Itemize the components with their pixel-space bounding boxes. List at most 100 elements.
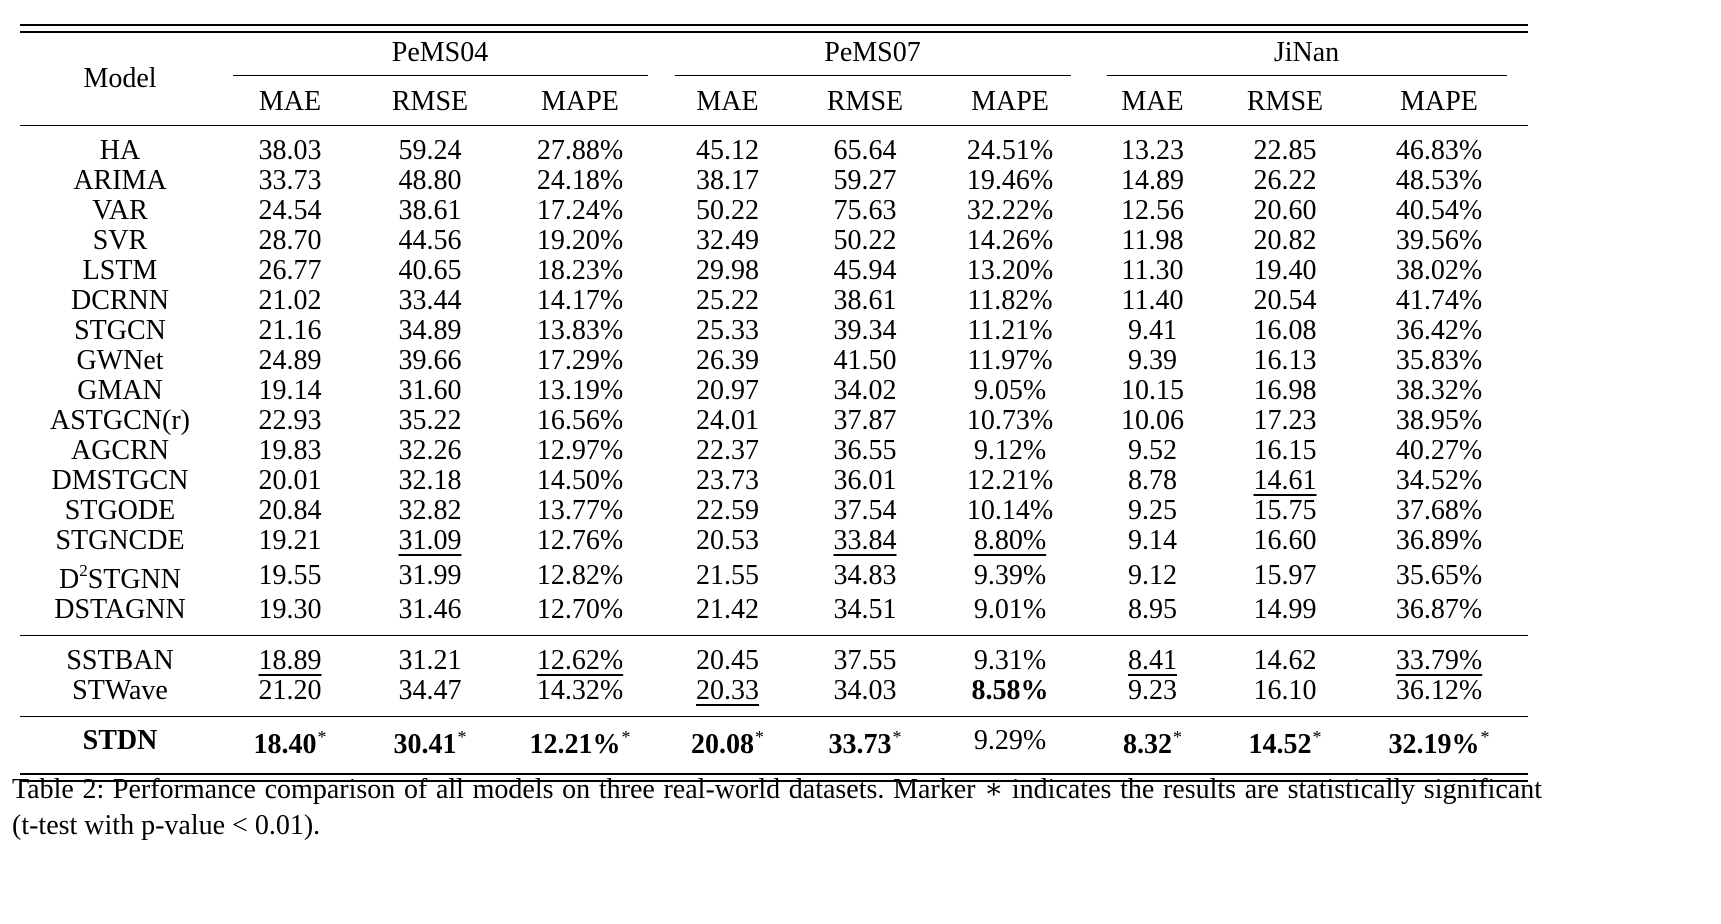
metric-value: 24.54 bbox=[258, 195, 322, 226]
metric-cell: 31.99 bbox=[360, 556, 500, 595]
model-name: GWNet bbox=[76, 345, 164, 376]
metric-value: 30.41 bbox=[393, 729, 457, 760]
metric-value: 12.21% bbox=[529, 729, 621, 760]
model-name: STDN bbox=[82, 725, 158, 756]
dataset-header-pems04: PeMS04 bbox=[220, 33, 660, 79]
metric-value: 11.21% bbox=[967, 315, 1053, 346]
dataset-header-row: Model PeMS04 PeMS07 JiNan bbox=[20, 33, 1528, 94]
table-body: HA 38.03 59.24 27.88% 45.12 65.64 24.51% 13.23 2… bbox=[20, 125, 1528, 773]
metric-value: 22.85 bbox=[1253, 135, 1317, 166]
table-row: AGCRN 19.83 32.26 12.97% 22.37 36.55 9.12% 9.52… bbox=[20, 436, 1528, 466]
model-name: DSTAGNN bbox=[54, 594, 186, 625]
metric-cell: 12.56 bbox=[1085, 196, 1220, 226]
model-name-cell: VAR bbox=[20, 196, 220, 226]
metric-cell: 8.58% bbox=[935, 676, 1085, 717]
model-name-cell: LSTM bbox=[20, 256, 220, 286]
metric-cell: 34.02 bbox=[795, 376, 935, 406]
model-name-cell: HA bbox=[20, 125, 220, 166]
metric-cell: 21.20 bbox=[220, 676, 360, 717]
significance-star: * bbox=[457, 727, 467, 747]
metric-value: 12.97% bbox=[536, 435, 624, 466]
metric-value: 34.47 bbox=[398, 675, 462, 706]
metric-cell: 8.32* bbox=[1085, 716, 1220, 773]
metric-value: 20.82 bbox=[1253, 225, 1317, 256]
metric-value: 19.20% bbox=[536, 225, 624, 256]
metric-value: 36.87% bbox=[1395, 594, 1483, 625]
metric-value: 16.56% bbox=[536, 405, 624, 436]
metric-cell: 11.21% bbox=[935, 316, 1085, 346]
metric-value: 21.20 bbox=[258, 675, 322, 706]
metric-cell: 46.83% bbox=[1350, 125, 1528, 166]
model-name-cell: AGCRN bbox=[20, 436, 220, 466]
metric-cell: 21.55 bbox=[660, 556, 795, 595]
metric-cell: 36.89% bbox=[1350, 526, 1528, 556]
metric-value: 37.87 bbox=[833, 405, 897, 436]
model-name-cell: STDN bbox=[20, 716, 220, 773]
metric-value: 12.70% bbox=[536, 594, 624, 625]
metric-value: 17.23 bbox=[1253, 405, 1317, 436]
metric-cell: 19.40 bbox=[1220, 256, 1350, 286]
metric-cell: 14.26% bbox=[935, 226, 1085, 256]
model-name: STGNCDE bbox=[55, 525, 185, 556]
metric-cell: 16.98 bbox=[1220, 376, 1350, 406]
model-name: VAR bbox=[92, 195, 148, 226]
metric-value: 19.55 bbox=[258, 559, 322, 591]
metric-value: 8.78 bbox=[1128, 465, 1177, 496]
metric-value: 13.23 bbox=[1121, 135, 1184, 166]
metric-value: 17.29% bbox=[536, 345, 624, 376]
metric-cell: 37.68% bbox=[1350, 496, 1528, 526]
model-name: SVR bbox=[92, 225, 148, 256]
metric-cell: 45.94 bbox=[795, 256, 935, 286]
metric-cell: 20.08* bbox=[660, 716, 795, 773]
metric-value: 33.73 bbox=[828, 729, 892, 760]
metric-cell: 59.24 bbox=[360, 125, 500, 166]
metric-value: 16.98 bbox=[1253, 375, 1317, 406]
metric-value: 19.46% bbox=[966, 165, 1054, 196]
table-row: DMSTGCN 20.01 32.18 14.50% 23.73 36.01 12.21% 8… bbox=[20, 466, 1528, 496]
table-row: SVR 28.70 44.56 19.20% 32.49 50.22 14.26% 11.98… bbox=[20, 226, 1528, 256]
metric-value: 19.14 bbox=[258, 375, 322, 406]
metric-cell: 36.42% bbox=[1350, 316, 1528, 346]
metric-cell: 22.37 bbox=[660, 436, 795, 466]
metric-value: 20.97 bbox=[696, 375, 759, 406]
metric-cell: 24.01 bbox=[660, 406, 795, 436]
metric-value: 24.51% bbox=[966, 135, 1054, 166]
metric-header: MAE bbox=[258, 86, 322, 117]
metric-value: 11.97% bbox=[967, 345, 1053, 376]
metric-value: 28.70 bbox=[258, 225, 322, 256]
metric-value: 25.33 bbox=[696, 315, 759, 346]
metric-cell: 20.01 bbox=[220, 466, 360, 496]
metric-value: 9.12 bbox=[1128, 559, 1177, 591]
model-name: STGCN bbox=[74, 315, 166, 346]
metric-value: 21.55 bbox=[696, 559, 759, 591]
metric-cell: 38.95% bbox=[1350, 406, 1528, 436]
metric-cell: 35.22 bbox=[360, 406, 500, 436]
metric-cell: 35.65% bbox=[1350, 556, 1528, 595]
metric-value: 32.18 bbox=[398, 465, 462, 496]
metric-cell: 31.09 bbox=[360, 526, 500, 556]
metric-value: 17.24% bbox=[536, 195, 624, 226]
metric-cell: 8.41 bbox=[1085, 635, 1220, 676]
metric-value: 12.82% bbox=[536, 559, 624, 591]
metric-value: 31.46 bbox=[398, 594, 462, 625]
metric-value: 9.01% bbox=[973, 594, 1047, 625]
model-name-cell: ASTGCN(r) bbox=[20, 406, 220, 436]
model-name-cell: DMSTGCN bbox=[20, 466, 220, 496]
metric-value: 14.62 bbox=[1253, 645, 1317, 676]
significance-star: * bbox=[621, 727, 631, 747]
metric-cell: 22.59 bbox=[660, 496, 795, 526]
metric-value: 9.23 bbox=[1128, 675, 1177, 706]
model-name-cell: STGCN bbox=[20, 316, 220, 346]
metric-cell: 9.14 bbox=[1085, 526, 1220, 556]
metric-value: 14.89 bbox=[1121, 165, 1184, 196]
metric-value: 38.03 bbox=[258, 135, 322, 166]
significance-star: * bbox=[892, 727, 902, 747]
metric-cell: 19.46% bbox=[935, 166, 1085, 196]
metric-cell: 26.22 bbox=[1220, 166, 1350, 196]
metric-header: MAPE bbox=[971, 86, 1049, 117]
dataset-label: PeMS07 bbox=[674, 37, 1071, 76]
metric-cell: 40.27% bbox=[1350, 436, 1528, 466]
metric-cell: 65.64 bbox=[795, 125, 935, 166]
metric-cell: 24.51% bbox=[935, 125, 1085, 166]
metric-value: 16.10 bbox=[1253, 675, 1317, 706]
